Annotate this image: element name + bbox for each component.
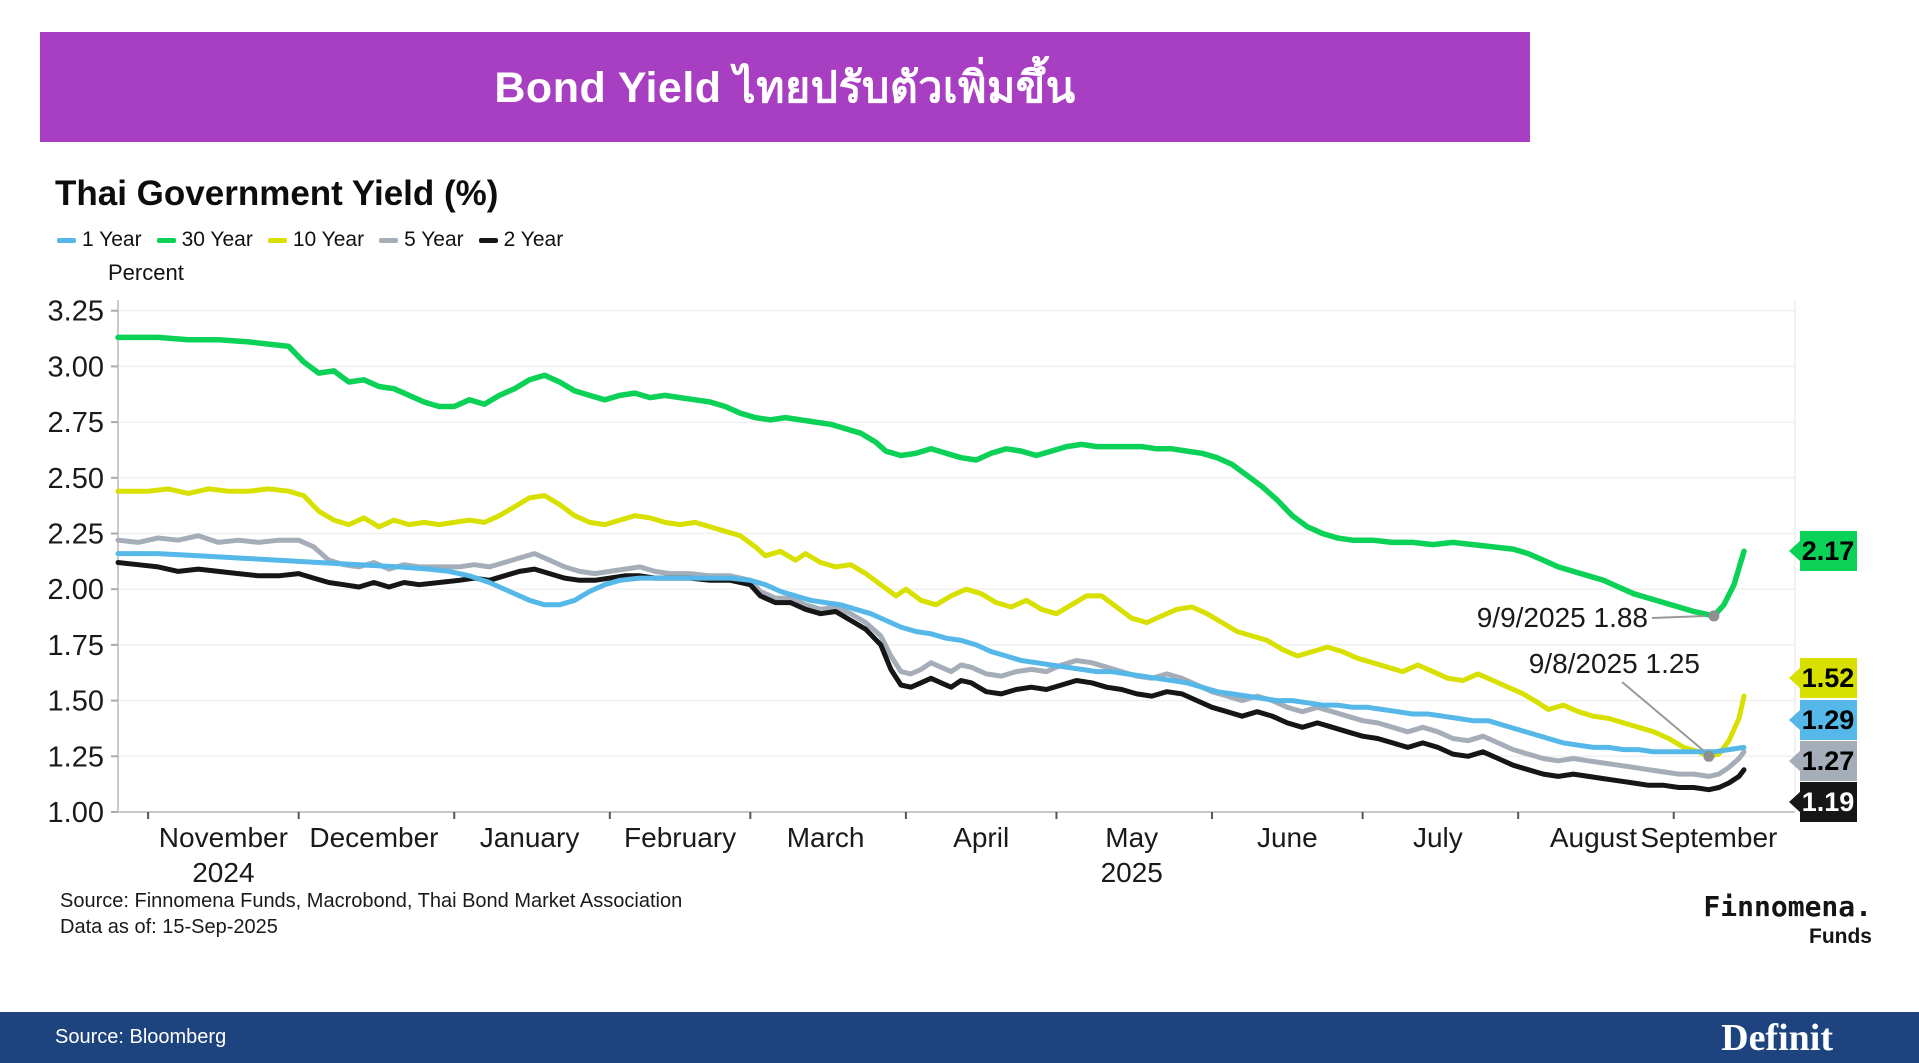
x-tick-label: April	[953, 822, 1009, 853]
y-tick-label: 2.00	[48, 574, 104, 606]
end-label-arrow	[1789, 540, 1801, 562]
footer-bar: Source: Bloomberg Definit	[0, 1012, 1919, 1063]
end-label-arrow	[1789, 667, 1801, 689]
data-as-of-text: Data as of: 15-Sep-2025	[60, 916, 278, 938]
legend-item-10-year: 10 Year	[267, 228, 365, 252]
end-label-box	[1800, 531, 1857, 571]
legend-label: 10 Year	[292, 228, 365, 251]
annotation-leader-line	[1651, 615, 1706, 619]
end-label-arrow	[1789, 791, 1801, 813]
legend-dash-icon	[379, 237, 399, 243]
header-title: Bond Yield ไทยปรับตัวเพิ่มขึ้น	[494, 64, 1076, 112]
x-tick-label: March	[787, 822, 865, 853]
legend-label: 2 Year	[503, 228, 564, 251]
annotation-point-dot	[1703, 750, 1715, 762]
y-tick-label: 3.25	[48, 296, 104, 328]
legend-label: 5 Year	[404, 228, 464, 251]
end-label-value: 2.17	[1802, 536, 1855, 566]
series-line-2-year	[115, 560, 1747, 793]
legend-dash-icon	[57, 237, 76, 243]
legend-dash-icon	[267, 237, 287, 243]
end-label-arrow	[1789, 709, 1801, 731]
y-tick-label: 2.50	[48, 463, 104, 495]
y-tick-label: 2.75	[48, 407, 104, 439]
series-line-5-year	[115, 533, 1747, 779]
legend-dash-icon	[478, 237, 498, 243]
finnomena-logo: Finnomena. Funds	[1703, 890, 1872, 949]
source-block: Source: Finnomena Funds, Macrobond, Thai…	[60, 888, 682, 940]
x-tick-label: September	[1640, 822, 1777, 853]
footer-source-text: Source: Bloomberg	[55, 1026, 227, 1048]
legend-item-1-year: 1 Year	[57, 228, 142, 252]
legend-label: 30 Year	[181, 228, 253, 251]
x-tick-label: May	[1105, 822, 1158, 853]
header-banner: Bond Yield ไทยปรับตัวเพิ่มขึ้น	[40, 32, 1530, 142]
y-tick-label: 1.50	[48, 686, 104, 718]
annotation-label: 9/9/2025 1.88	[1477, 602, 1648, 633]
x-tick-year-label: 2024	[192, 857, 254, 888]
legend-dash-icon	[156, 237, 176, 243]
y-axis-unit-label: Percent	[108, 260, 184, 285]
x-tick-label: July	[1413, 822, 1463, 853]
annotation-leader-line	[1621, 681, 1705, 752]
y-tick-label: 3.00	[48, 351, 104, 383]
end-label-box	[1800, 658, 1857, 698]
end-label-value: 1.19	[1802, 787, 1855, 817]
logo-sub-text: Funds	[1809, 925, 1872, 948]
x-tick-year-label: 2025	[1101, 857, 1163, 888]
end-label-arrow	[1789, 750, 1801, 772]
legend-item-5-year: 5 Year	[379, 228, 464, 252]
series-line-10-year	[115, 486, 1747, 759]
chart-legend: 1 Year 30 Year 10 Year 5 Year 2 Year	[57, 228, 563, 252]
end-label-box	[1800, 741, 1857, 781]
x-tick-label: August	[1550, 822, 1637, 853]
annotation-label: 9/8/2025 1.25	[1529, 648, 1700, 679]
end-label-value: 1.52	[1802, 663, 1855, 693]
annotation-point-dot	[1708, 610, 1720, 622]
y-tick-label: 1.00	[48, 797, 104, 829]
source-text: Source: Finnomena Funds, Macrobond, Thai…	[60, 890, 683, 912]
x-tick-label: February	[624, 822, 736, 853]
series-line-30-year	[115, 334, 1747, 619]
y-tick-label: 2.25	[48, 519, 104, 551]
series-line-1-year	[115, 551, 1747, 755]
legend-item-30-year: 30 Year	[156, 228, 253, 252]
end-label-value: 1.27	[1802, 746, 1855, 776]
end-label-box	[1800, 782, 1857, 822]
y-tick-label: 1.25	[48, 741, 104, 773]
end-label-value: 1.29	[1802, 705, 1855, 735]
x-tick-label: December	[309, 822, 438, 853]
chart-title: Thai Government Yield (%)	[55, 174, 499, 213]
y-tick-label: 1.75	[48, 630, 104, 662]
x-tick-label: June	[1257, 822, 1318, 853]
logo-brand-text: Finnomena.	[1703, 890, 1872, 923]
end-label-box	[1800, 700, 1857, 740]
legend-item-2-year: 2 Year	[478, 228, 564, 252]
x-tick-label: November	[159, 822, 288, 853]
x-tick-label: January	[480, 822, 580, 853]
footer-brand-text: Definit	[1721, 1016, 1833, 1059]
legend-label: 1 Year	[82, 228, 142, 251]
